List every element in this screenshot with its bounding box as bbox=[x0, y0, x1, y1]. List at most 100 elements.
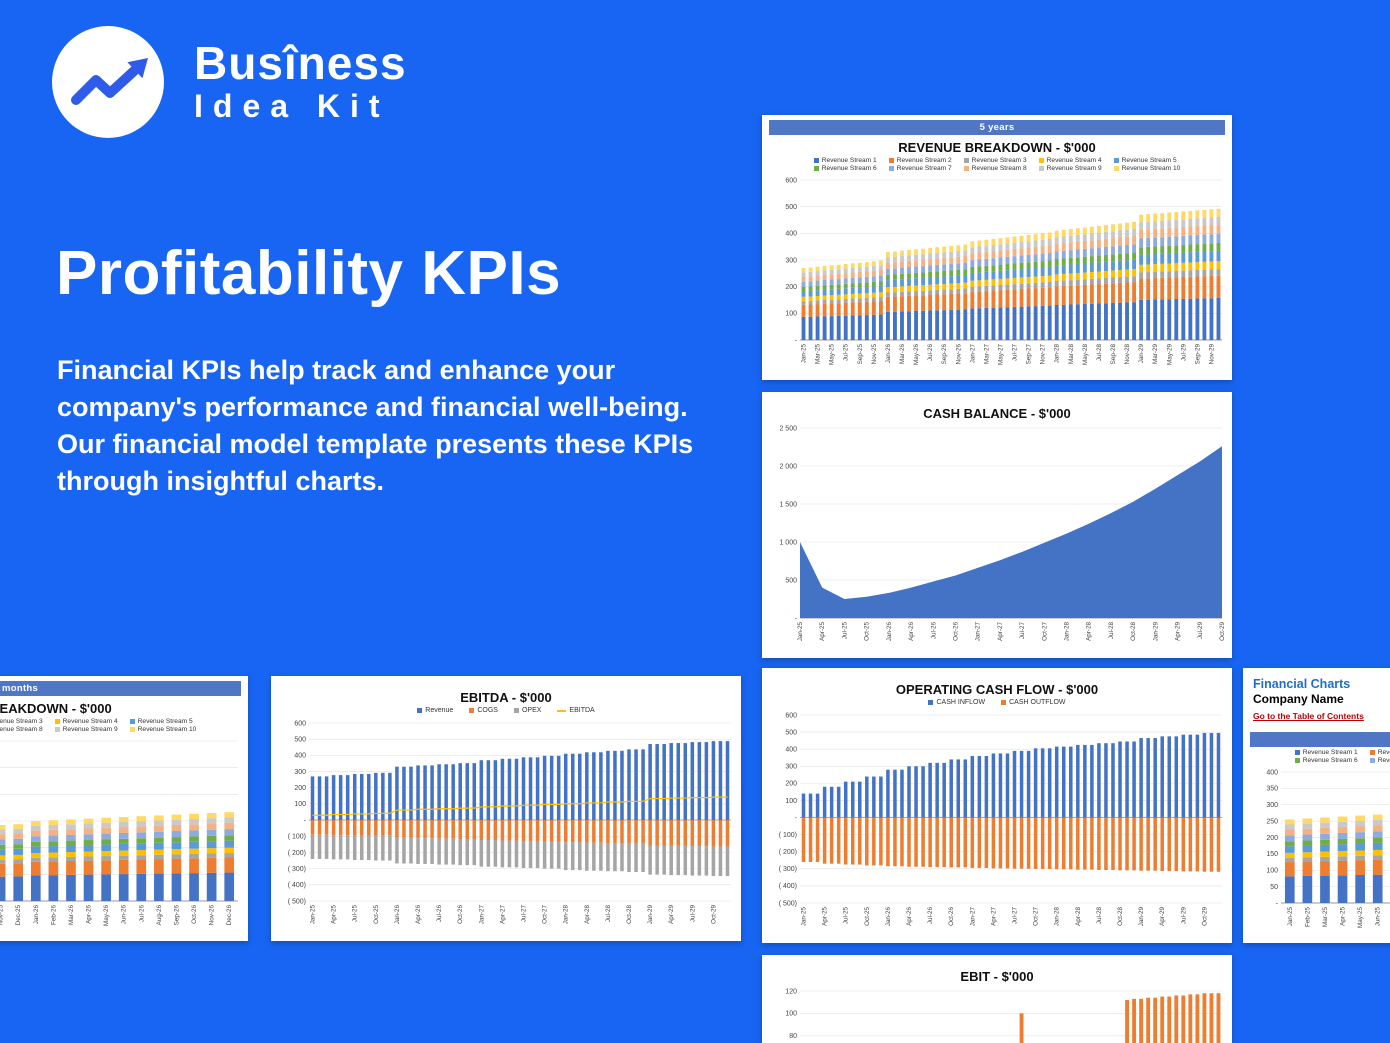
svg-text:Oct-26: Oct-26 bbox=[457, 905, 464, 924]
company-name: Company Name bbox=[1253, 692, 1344, 706]
svg-text:Apr-25: Apr-25 bbox=[822, 907, 829, 926]
svg-text:Oct-27: Oct-27 bbox=[1041, 622, 1048, 641]
svg-text:Jan-28: Jan-28 bbox=[1054, 907, 1061, 927]
svg-text:Mar-25: Mar-25 bbox=[1322, 907, 1329, 927]
legend-swatch bbox=[129, 727, 135, 732]
svg-text:2 000: 2 000 bbox=[779, 463, 797, 470]
svg-text:Feb-25: Feb-25 bbox=[1304, 907, 1311, 927]
svg-text:Jan-26: Jan-26 bbox=[885, 907, 892, 927]
legend-label: EBITDA bbox=[569, 707, 595, 714]
svg-text:Jan-26: Jan-26 bbox=[33, 905, 40, 925]
svg-text:Jul-27: Jul-27 bbox=[1019, 622, 1026, 640]
svg-text:Oct-27: Oct-27 bbox=[542, 905, 549, 924]
chart-title-operating-cash-flow: OPERATING CASH FLOW - $'000 bbox=[895, 682, 1099, 697]
svg-text:350: 350 bbox=[1266, 786, 1278, 793]
legend-swatch bbox=[1113, 158, 1119, 163]
period-tab-24-months[interactable]: 24 months bbox=[0, 681, 241, 696]
svg-text:50: 50 bbox=[1270, 884, 1278, 891]
legend-swatch bbox=[963, 158, 969, 163]
ebitda-chart: 600 500 400 300 200 100 - ( 100) ( 200) ( 300) ( 4… bbox=[271, 717, 741, 941]
svg-text:400: 400 bbox=[1266, 769, 1278, 776]
svg-text:Jul-27: Jul-27 bbox=[1012, 344, 1019, 362]
operating-cash-flow-chart: 600 500 400 300 200 100 - ( 100) ( 200) ( 300) ( 4… bbox=[762, 709, 1232, 943]
legend-item: Revenue Stream 5 bbox=[1113, 157, 1181, 164]
svg-text:150: 150 bbox=[1266, 851, 1278, 858]
svg-text:Apr-29: Apr-29 bbox=[1159, 907, 1166, 926]
svg-text:Oct-26: Oct-26 bbox=[952, 622, 959, 641]
svg-text:Sep-27: Sep-27 bbox=[1026, 344, 1033, 365]
svg-text:Aug-26: Aug-26 bbox=[156, 905, 163, 926]
brand-name: Busîness Idea Kit bbox=[194, 39, 407, 124]
legend-item: Revenue Stream 8 bbox=[963, 165, 1027, 172]
nav-title: Financial Charts bbox=[1253, 677, 1351, 691]
svg-text:Sep-29: Sep-29 bbox=[1194, 344, 1201, 365]
legend-label: Revenue Stream 4 bbox=[62, 718, 118, 725]
svg-text:100: 100 bbox=[1266, 868, 1278, 875]
chart-title-ebitda: EBITDA - $'000 bbox=[460, 690, 552, 705]
svg-text:Jul-25: Jul-25 bbox=[843, 907, 850, 925]
svg-text:Jan-29: Jan-29 bbox=[647, 905, 654, 925]
svg-text:-: - bbox=[1276, 900, 1279, 907]
svg-text:Jul-26: Jul-26 bbox=[927, 344, 934, 362]
svg-text:Apr-25: Apr-25 bbox=[331, 905, 338, 924]
svg-text:Nov-27: Nov-27 bbox=[1040, 344, 1047, 365]
svg-text:( 400): ( 400) bbox=[779, 883, 797, 890]
svg-text:Jan-25: Jan-25 bbox=[797, 622, 804, 642]
svg-text:May-29: May-29 bbox=[1166, 344, 1173, 365]
svg-text:200: 200 bbox=[785, 781, 797, 788]
legend-label: Revenue Stream 2 bbox=[1377, 749, 1390, 756]
svg-text:Apr-29: Apr-29 bbox=[668, 905, 675, 924]
svg-text:500: 500 bbox=[294, 736, 306, 743]
legend-swatch bbox=[417, 708, 423, 713]
svg-text:Mar-26: Mar-26 bbox=[899, 344, 906, 364]
svg-text:Oct-29: Oct-29 bbox=[1219, 622, 1226, 641]
svg-text:Jul-29: Jul-29 bbox=[1180, 907, 1187, 925]
svg-text:Jul-28: Jul-28 bbox=[1096, 344, 1103, 362]
legend-label: Revenue Stream 5 bbox=[137, 718, 193, 725]
svg-text:300: 300 bbox=[294, 769, 306, 776]
svg-text:Jan-27: Jan-27 bbox=[975, 622, 982, 642]
svg-text:Apr-28: Apr-28 bbox=[1086, 622, 1093, 641]
legend-swatch bbox=[1294, 758, 1300, 763]
period-tab-5-years[interactable]: 5 years bbox=[769, 120, 1225, 135]
svg-text:Dec-26: Dec-26 bbox=[226, 905, 233, 926]
svg-text:Dec-25: Dec-25 bbox=[15, 905, 22, 926]
legend-label: Revenue Stream 3 bbox=[971, 157, 1027, 164]
legend-item: Revenue Stream 6 bbox=[813, 165, 877, 172]
svg-text:Jul-25: Jul-25 bbox=[352, 905, 359, 923]
logo-circle bbox=[52, 26, 164, 138]
legend-item: Revenue Stream 6 bbox=[1294, 757, 1358, 764]
svg-text:400: 400 bbox=[785, 231, 797, 238]
svg-text:Jan-28: Jan-28 bbox=[1064, 622, 1071, 642]
svg-text:Mar-27: Mar-27 bbox=[983, 344, 990, 364]
panel-operating-cash-flow: OPERATING CASH FLOW - $'000 CASH INFLOW C… bbox=[762, 668, 1232, 943]
legend-swatch bbox=[1001, 700, 1007, 705]
svg-text:300: 300 bbox=[1266, 802, 1278, 809]
svg-text:Jul-26: Jul-26 bbox=[927, 907, 934, 925]
svg-text:Jun-26: Jun-26 bbox=[121, 905, 128, 925]
table-of-contents-link[interactable]: Go to the Table of Contents bbox=[1253, 711, 1364, 721]
nav-period-tab[interactable] bbox=[1250, 732, 1390, 747]
svg-text:Jul-25: Jul-25 bbox=[841, 622, 848, 640]
svg-text:Jan-25: Jan-25 bbox=[1287, 907, 1294, 927]
revenue-mini-chart: 400 350 300 250 200 150 100 50 - Jan-25 Feb-25 Mar-… bbox=[1243, 766, 1390, 943]
legend-swatch bbox=[928, 700, 934, 705]
svg-text:Mar-25: Mar-25 bbox=[815, 344, 822, 364]
legend-label: Revenue Stream 1 bbox=[1302, 749, 1358, 756]
legend-swatch bbox=[1038, 158, 1044, 163]
legend-label: Revenue Stream 10 bbox=[137, 726, 197, 733]
legend-item: Revenue bbox=[417, 707, 453, 714]
svg-text:Mar-26: Mar-26 bbox=[68, 905, 75, 925]
legend-label: Revenue Stream 1 bbox=[821, 157, 877, 164]
svg-text:Oct-28: Oct-28 bbox=[1130, 622, 1137, 641]
svg-text:Apr-28: Apr-28 bbox=[584, 905, 591, 924]
legend-label: Revenue Stream 4 bbox=[1046, 157, 1102, 164]
svg-text:500: 500 bbox=[785, 204, 797, 211]
legend-swatch bbox=[54, 719, 60, 724]
svg-text:600: 600 bbox=[785, 177, 797, 184]
svg-text:200: 200 bbox=[1266, 835, 1278, 842]
svg-text:Mar-29: Mar-29 bbox=[1152, 344, 1159, 364]
legend-label: Revenue Stream 8 bbox=[0, 726, 43, 733]
svg-text:Oct-28: Oct-28 bbox=[626, 905, 633, 924]
legend-item: Revenue Stream 1 bbox=[1294, 749, 1358, 756]
